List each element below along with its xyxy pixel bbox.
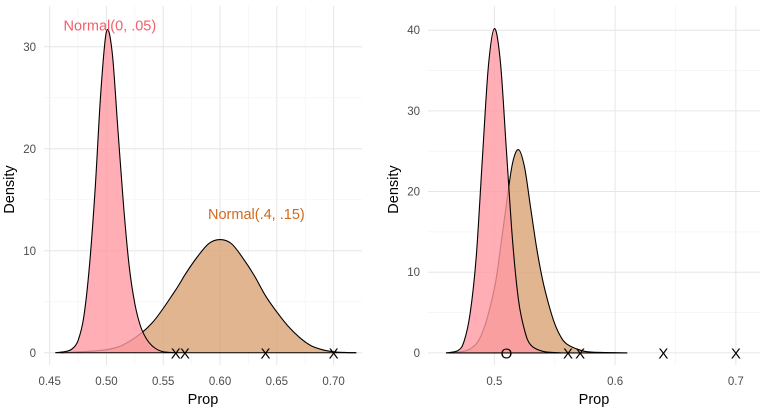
observation-marker: X xyxy=(260,345,270,362)
y-tick-label: 0 xyxy=(30,348,36,360)
x-tick-label: 0.6 xyxy=(607,376,623,388)
x-tick-label: 0.70 xyxy=(322,376,344,388)
y-tick-label: 30 xyxy=(407,106,420,118)
x-tick-label: 0.50 xyxy=(95,376,117,388)
density-area xyxy=(61,239,357,353)
x-tick-label: 0.7 xyxy=(728,376,744,388)
observation-marker: X xyxy=(329,345,339,362)
y-tick-label: 0 xyxy=(414,348,420,360)
y-tick-label: 10 xyxy=(23,246,36,258)
observation-marker: X xyxy=(731,345,741,362)
curve-label: Normal(0, .05) xyxy=(64,18,157,34)
x-tick-label: 0.60 xyxy=(209,376,231,388)
x-tick-label: 0.5 xyxy=(486,376,502,388)
y-tick-label: 20 xyxy=(23,144,36,156)
x-tick-label: 0.65 xyxy=(266,376,288,388)
density-curve xyxy=(55,28,175,354)
curve-label: Normal(.4, .15) xyxy=(208,207,305,223)
y-tick-label: 30 xyxy=(23,42,36,54)
y-axis-title: Density xyxy=(2,165,18,214)
x-axis-title: Prop xyxy=(579,392,610,408)
density-curve xyxy=(446,28,561,354)
density-area xyxy=(446,28,561,353)
observation-marker: X xyxy=(658,345,668,362)
x-axis-title: Prop xyxy=(188,392,219,408)
observation-marker: O xyxy=(501,345,513,362)
density-area xyxy=(55,29,175,353)
observation-marker: X xyxy=(575,345,585,362)
observation-marker: X xyxy=(171,345,181,362)
density-curve xyxy=(61,239,357,354)
x-tick-label: 0.45 xyxy=(38,376,60,388)
observation-marker: X xyxy=(180,345,190,362)
y-axis-title: Density xyxy=(386,165,402,214)
observation-marker: X xyxy=(563,345,573,362)
y-tick-label: 40 xyxy=(407,25,420,37)
y-tick-label: 20 xyxy=(407,187,420,199)
x-tick-label: 0.55 xyxy=(152,376,174,388)
y-tick-label: 10 xyxy=(407,267,420,279)
